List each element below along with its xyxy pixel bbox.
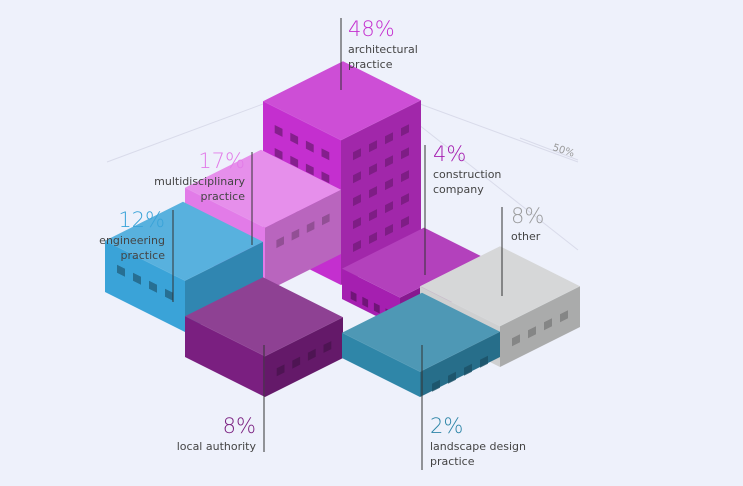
category-label: local authority [176, 440, 256, 453]
window [274, 125, 283, 137]
building-right-face [265, 189, 341, 292]
window [448, 371, 456, 384]
tick-line [519, 137, 579, 161]
window [133, 272, 141, 285]
building [185, 277, 343, 397]
window [401, 216, 409, 228]
building [342, 292, 500, 397]
window [165, 288, 173, 301]
window [369, 209, 377, 222]
value-label: 4% [433, 142, 467, 166]
label: 4% construction company [433, 143, 543, 197]
window [290, 132, 299, 145]
window [560, 310, 568, 323]
value-label: 8% [511, 204, 545, 228]
window [149, 280, 157, 293]
window [305, 163, 314, 176]
value-label: 12% [118, 208, 165, 232]
window [401, 124, 409, 137]
building-top-face [185, 277, 343, 357]
window [432, 379, 440, 392]
window [369, 186, 377, 199]
window [307, 348, 316, 361]
window [385, 178, 393, 191]
window [350, 291, 357, 302]
building-top-face [263, 61, 421, 141]
window [321, 171, 330, 184]
value-label: 48% [348, 17, 395, 41]
window [528, 326, 536, 339]
window [321, 148, 330, 161]
window [464, 363, 472, 376]
window [401, 193, 409, 206]
value-label: 2% [430, 414, 464, 438]
window [291, 228, 300, 241]
building-left-face [105, 240, 185, 332]
building-right-face [341, 100, 421, 285]
label: 8% local authority [146, 415, 256, 454]
window [385, 132, 393, 145]
window [369, 163, 377, 176]
window [323, 341, 332, 353]
label: 48% architectural practice [348, 18, 458, 72]
building-top-face [342, 227, 482, 298]
window [322, 213, 330, 226]
category-label: engineering practice [99, 234, 165, 262]
window [362, 296, 369, 308]
window [290, 155, 299, 168]
plane-line [399, 109, 579, 251]
window [274, 148, 283, 160]
window [544, 318, 552, 331]
building-left-face [185, 316, 265, 397]
value-label: 17% [198, 149, 245, 173]
label: 8% other [511, 205, 621, 244]
label: 2% landscape design practice [430, 415, 540, 469]
window [276, 236, 284, 249]
category-label: landscape design practice [430, 440, 527, 468]
category-label: other [511, 230, 541, 243]
window [385, 155, 393, 168]
window [276, 364, 285, 377]
window [117, 264, 125, 277]
building [263, 61, 421, 285]
category-label: multidisciplinary practice [154, 175, 245, 203]
window [369, 140, 377, 153]
window [353, 148, 361, 161]
window [385, 224, 393, 236]
building-top-face [185, 149, 341, 228]
building-right-face [265, 317, 343, 397]
window [305, 140, 314, 153]
window [401, 170, 409, 183]
window [369, 232, 377, 244]
building-top-face [342, 292, 500, 372]
window [385, 201, 393, 214]
building-top-face [420, 246, 580, 327]
window [353, 240, 361, 252]
category-label: construction company [433, 168, 502, 196]
window [401, 147, 409, 160]
category-label: architectural practice [348, 43, 418, 71]
building-left-face [342, 332, 420, 397]
window [353, 217, 361, 230]
building-top-face [105, 201, 263, 281]
window [306, 221, 315, 233]
label: 12% engineering practice [55, 209, 165, 263]
window [292, 356, 301, 369]
value-label: 8% [222, 414, 256, 438]
window [373, 302, 380, 314]
window [353, 194, 361, 207]
window [480, 355, 488, 368]
building-right-face [500, 286, 580, 367]
window [353, 171, 361, 184]
label: 17% multidisciplinary practice [135, 150, 245, 204]
window [512, 334, 520, 347]
